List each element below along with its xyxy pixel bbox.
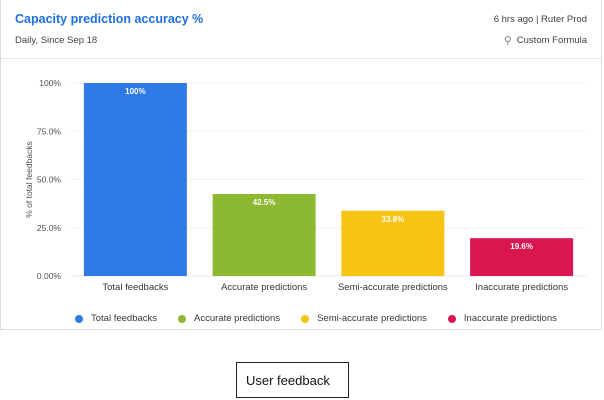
bar [212,193,316,276]
chart-subtitle: Daily, Since Sep 18 [15,35,98,46]
custom-formula-button[interactable]: ⚲ Custom Formula [504,34,587,47]
legend-label: Semi-accurate predictions [317,313,427,324]
chart-header: Capacity prediction accuracy % Daily, Si… [1,0,601,59]
formula-icon: ⚲ [503,35,512,47]
legend-item[interactable]: Inaccurate predictions [447,313,557,324]
data-label: 42.5% [253,198,276,207]
y-tick-label: 25.0% [37,223,62,233]
x-tick-label: Inaccurate predictions [475,282,568,293]
y-axis-label: % of total feedbacks [24,141,34,218]
chart-title[interactable]: Capacity prediction accuracy % [15,12,204,26]
y-tick-label: 50.0% [37,175,62,185]
legend-item[interactable]: Semi-accurate predictions [301,313,427,324]
legend-item[interactable]: Accurate predictions [178,313,280,324]
bar [470,238,574,276]
data-label: 19.6% [510,242,533,251]
legend-dot [301,314,310,323]
data-label: 100% [125,87,145,96]
chart-legend: Total feedbacks Accurate predictions Semi-… [75,313,557,324]
x-tick-label: Semi-accurate predictions [338,282,448,293]
legend-item[interactable]: Total feedbacks [75,313,157,324]
legend-label: Inaccurate predictions [463,313,557,324]
caption-text: User feedback [246,372,330,388]
y-tick-label: 100% [39,78,61,88]
custom-formula-label: Custom Formula [516,35,587,46]
bar [341,210,445,276]
legend-dot [447,314,456,323]
bar-chart: 0.00% 25.0% 50.0% 75.0% 100% % of total feedb… [24,78,586,293]
legend-label: Total feedbacks [91,313,158,324]
caption-box: User feedback [236,362,349,398]
x-tick-label: Accurate predictions [221,282,307,293]
chart-card: Capacity prediction accuracy % Daily, Si… [0,0,602,330]
data-label: 33.8% [382,215,405,224]
bar [83,83,187,276]
y-tick-label: 0.00% [37,271,62,281]
y-tick-label: 75.0% [37,126,62,136]
legend-dot [178,314,187,323]
chart-meta: 6 hrs ago | Ruter Prod [493,14,587,25]
legend-dot [75,314,83,323]
legend-label: Accurate predictions [194,313,281,324]
x-tick-label: Total feedbacks [102,282,168,293]
